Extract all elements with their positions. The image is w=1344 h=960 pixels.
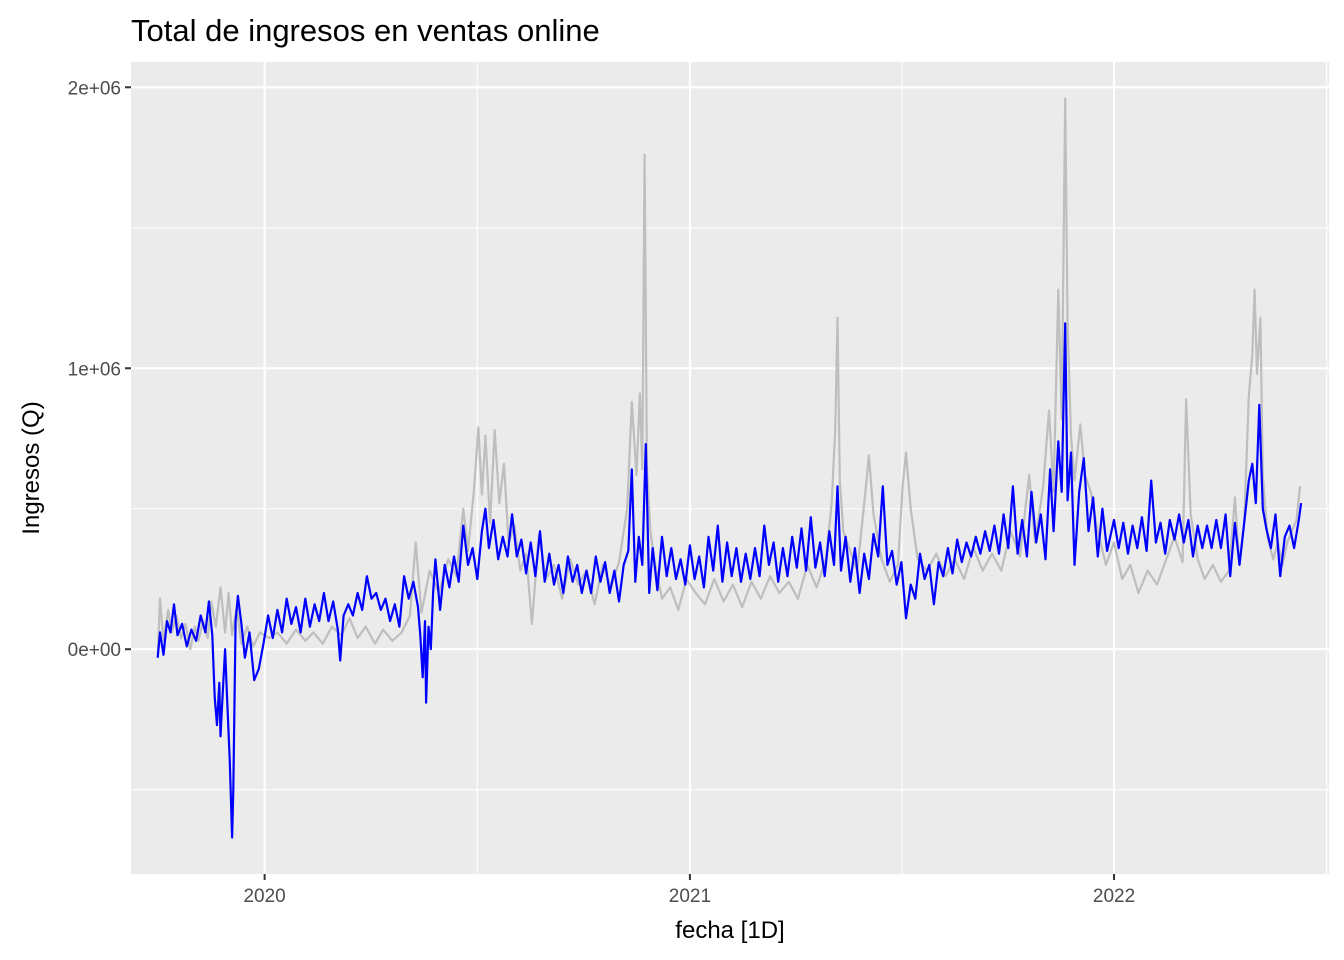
- y-tick-label: 0e+00: [68, 640, 121, 661]
- series-line-2: [156, 322, 1303, 839]
- series-line-1: [156, 97, 1302, 658]
- series-layer: [156, 97, 1303, 839]
- minor-gridlines: [131, 62, 1329, 874]
- x-tick-label: 2022: [1093, 886, 1135, 907]
- x-tick-label: 2021: [669, 886, 711, 907]
- x-tick-label: 2020: [243, 886, 285, 907]
- y-tick-label: 2e+06: [68, 78, 121, 99]
- x-axis: 2020 2021 2022: [243, 874, 1135, 907]
- y-axis: 0e+00 1e+06 2e+06: [68, 78, 131, 661]
- x-axis-title: fecha [1D]: [675, 917, 784, 944]
- major-gridlines: [131, 62, 1329, 874]
- y-axis-title: Ingresos (Q): [18, 401, 45, 534]
- y-tick-label: 1e+06: [68, 359, 121, 380]
- plot-panel: [131, 62, 1329, 874]
- chart-title: Total de ingresos en ventas online: [131, 13, 600, 48]
